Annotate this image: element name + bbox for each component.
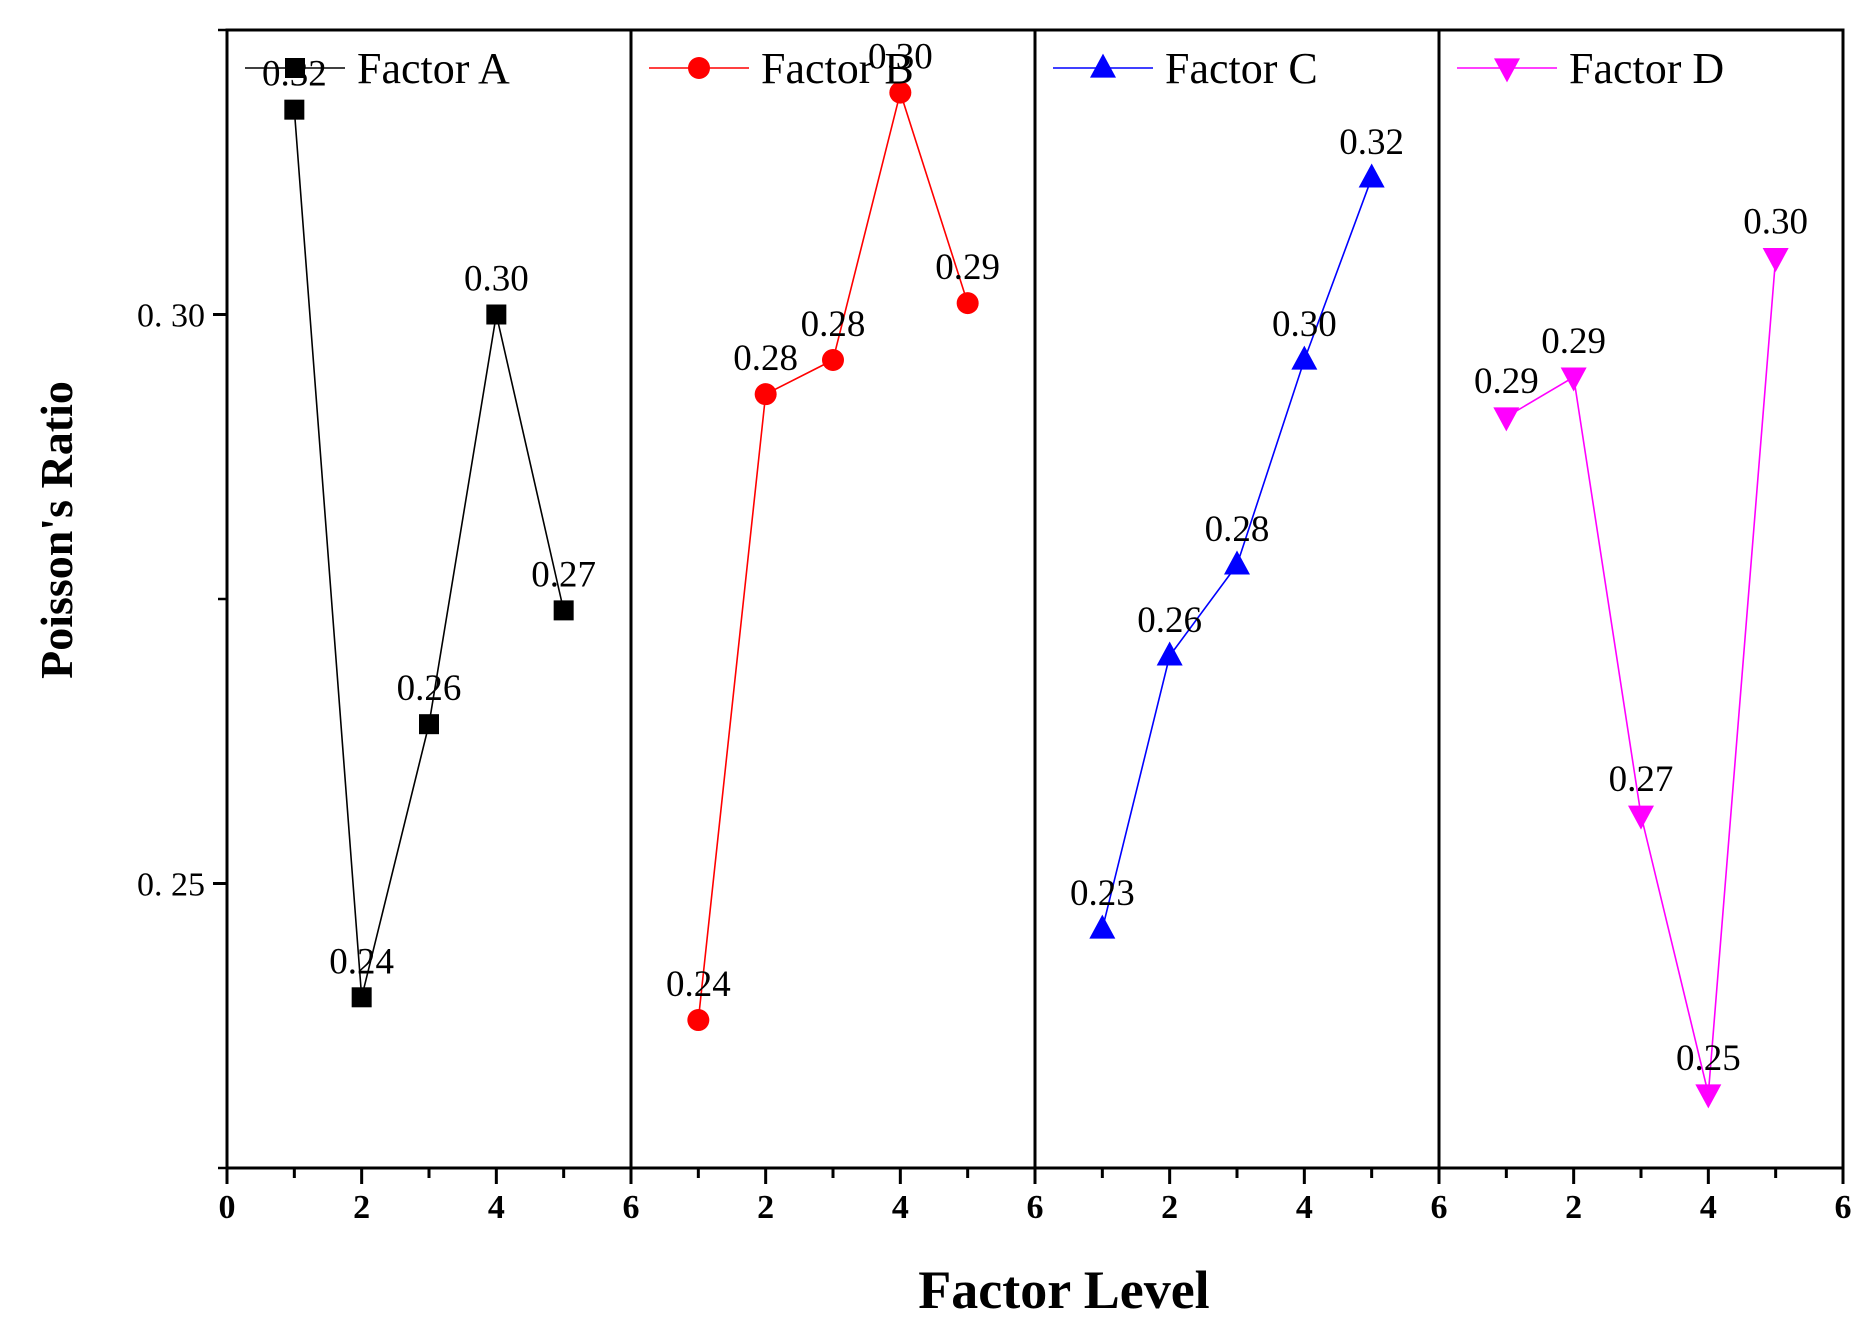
data-label: 0.24 (329, 941, 394, 982)
data-point (486, 304, 507, 325)
y-axis-title: Poisson's Ratio (31, 381, 82, 679)
data-point (1089, 914, 1116, 939)
data-label: 0.24 (666, 964, 731, 1005)
x-tick-label: 6 (1027, 1189, 1044, 1226)
x-tick-label: 2 (757, 1189, 774, 1226)
x-tick-label: 4 (1296, 1189, 1313, 1226)
y-tick-label: 0. 30 (137, 298, 205, 335)
axes-layer: 0. 25 0. 30 (137, 28, 1845, 1170)
data-label: 0.30 (1743, 202, 1808, 243)
data-label: 0.26 (397, 668, 462, 709)
data-label: 0.30 (868, 37, 933, 78)
series-line (697, 89, 969, 1021)
x-axis-title: Factor Level (918, 1260, 1209, 1320)
data-point (351, 987, 372, 1008)
legend-label: Factor C (1165, 44, 1318, 93)
data-point (419, 714, 439, 735)
data-label: 0.23 (1070, 873, 1135, 914)
x-tick-label: 4 (892, 1189, 909, 1226)
data-label: 0.29 (1474, 361, 1539, 402)
series-line (1505, 257, 1777, 1095)
data-label: 0.28 (801, 304, 866, 345)
data-label: 0.30 (464, 259, 529, 300)
x-tick-label: 2 (353, 1189, 370, 1226)
panel-factor-b: 2 4 6 0.24 0.280.28 0.30 0.29 Factor B (629, 37, 1044, 1226)
x-tick-label: 4 (488, 1189, 505, 1226)
data-label: 0.27 (1609, 759, 1674, 800)
legend-marker (688, 57, 710, 79)
data-point (754, 383, 777, 406)
data-point (1156, 641, 1183, 666)
data-label: 0.25 (1676, 1038, 1741, 1079)
y-tick-label: 0. 25 (137, 867, 205, 904)
data-point (1560, 367, 1587, 392)
panels-layer: 0 2 4 6 0.32 0.24 0.26 0.30 0.27 Factor A 2 4 6 0.24 0… (219, 37, 1852, 1226)
data-point (1695, 1084, 1722, 1109)
data-point (1224, 550, 1250, 575)
x-tick-label: 0 (219, 1189, 236, 1226)
data-point (1493, 407, 1520, 432)
data-label: 0.26 (1137, 600, 1202, 641)
panel-factor-d: 2 4 6 0.290.29 0.27 0.25 0.30 Factor D (1437, 44, 1852, 1226)
data-point (687, 1009, 710, 1032)
x-tick-label: 4 (1700, 1189, 1717, 1226)
legend-marker (1494, 58, 1520, 83)
data-point (1291, 345, 1318, 370)
data-label: 0.29 (1541, 321, 1606, 362)
x-tick-label: 2 (1565, 1189, 1582, 1226)
data-point (1358, 163, 1385, 188)
x-tick-label: 6 (623, 1189, 640, 1226)
data-point (1628, 805, 1654, 830)
data-point (822, 349, 844, 372)
data-label: 0.32 (1339, 122, 1404, 163)
data-point (889, 81, 912, 104)
legend-label: Factor B (761, 44, 914, 93)
data-label: 0.28 (733, 338, 798, 379)
data-point (284, 99, 305, 120)
data-label: 0.28 (1205, 509, 1270, 550)
data-label: 0.27 (531, 554, 596, 595)
x-tick-label: 2 (1161, 1189, 1178, 1226)
legend-marker (1090, 53, 1116, 78)
legend-label: Factor D (1569, 44, 1724, 93)
series-line (293, 109, 565, 998)
data-point (956, 292, 979, 315)
legend-label: Factor A (357, 44, 510, 93)
data-point (1762, 248, 1789, 272)
x-tick-label: 6 (1835, 1189, 1852, 1226)
panel-factor-c: 2 4 6 0.23 0.26 0.28 0.30 0.32 Factor C (1033, 44, 1448, 1226)
data-label: 0.30 (1272, 304, 1337, 345)
data-label: 0.29 (935, 247, 1000, 288)
legend-marker (285, 58, 305, 78)
x-tick-label: 6 (1431, 1189, 1448, 1226)
data-point (553, 600, 574, 621)
